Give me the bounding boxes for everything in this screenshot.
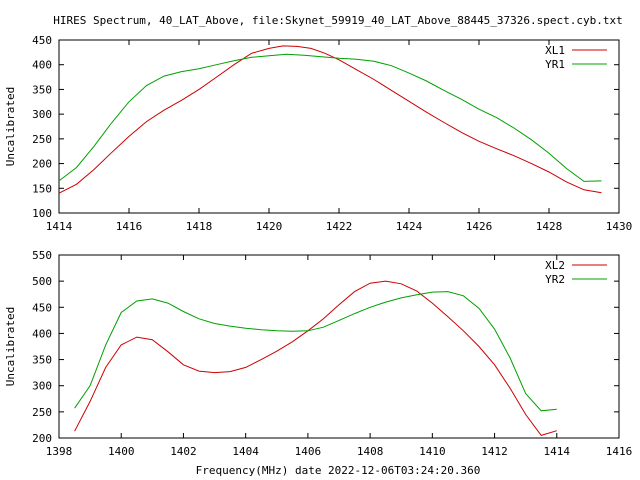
legend-label: XL2 [545,259,565,272]
top-plot: 1414 1416 1418 1420 1422 1424 1426 1428 1430 100 1… [4,34,632,233]
x-tick-label: 1404 [232,445,259,458]
y-tick-label: 500 [32,275,52,288]
x-tick-label: 1426 [466,220,493,233]
x-tick-label: 1412 [481,445,508,458]
x-tick-label: 1400 [108,445,135,458]
x-tick-label: 1408 [357,445,384,458]
x-tick-label: 1402 [170,445,197,458]
y-tick-label: 350 [32,354,52,367]
y-tick-label: 300 [32,108,52,121]
y-tick-label: 250 [32,406,52,419]
y-tick-label: 400 [32,327,52,340]
x-tick-label: 1406 [295,445,322,458]
legend-label: YR2 [545,273,565,286]
y-tick-label: 400 [32,59,52,72]
series-line-yr1 [58,53,602,182]
legend-label: XL1 [545,44,565,57]
y-tick-label: 550 [32,249,52,262]
y-tick-label: 450 [32,34,52,47]
plot-frame [58,254,620,439]
y-tick-label: 200 [32,158,52,171]
plot-frame [58,39,620,214]
series-line-yr2 [74,291,557,412]
y-tick-label: 350 [32,83,52,96]
x-axis-label: Frequency(MHz) date 2022-12-06T03:24:20.… [196,464,481,477]
x-tick-label: 1410 [419,445,446,458]
y-axis-label: Uncalibrated [4,87,17,166]
series-line-xl1 [58,45,602,194]
x-tick-label: 1414 [544,445,571,458]
x-tick-label: 1416 [606,445,633,458]
x-tick-label: 1414 [46,220,73,233]
x-tick-label: 1418 [186,220,213,233]
figure-title: HIRES Spectrum, 40_LAT_Above, file:Skyne… [53,14,623,27]
y-tick-label: 250 [32,133,52,146]
x-tick-label: 1420 [256,220,283,233]
y-tick-label: 100 [32,207,52,220]
x-tick-label: 1424 [396,220,423,233]
legend-label: YR1 [545,58,565,71]
x-tick-label: 1428 [536,220,563,233]
x-tick-label: 1398 [46,445,73,458]
y-tick-label: 450 [32,301,52,314]
x-tick-label: 1416 [116,220,143,233]
y-axis-label: Uncalibrated [4,307,17,386]
y-tick-label: 200 [32,432,52,445]
bottom-plot: 1398 1400 1402 1404 1406 1408 1410 1412 1414 1416… [4,249,632,458]
y-tick-label: 300 [32,380,52,393]
x-tick-label: 1422 [326,220,353,233]
y-tick-label: 150 [32,182,52,195]
x-tick-label: 1430 [606,220,633,233]
series-line-xl2 [74,280,557,436]
